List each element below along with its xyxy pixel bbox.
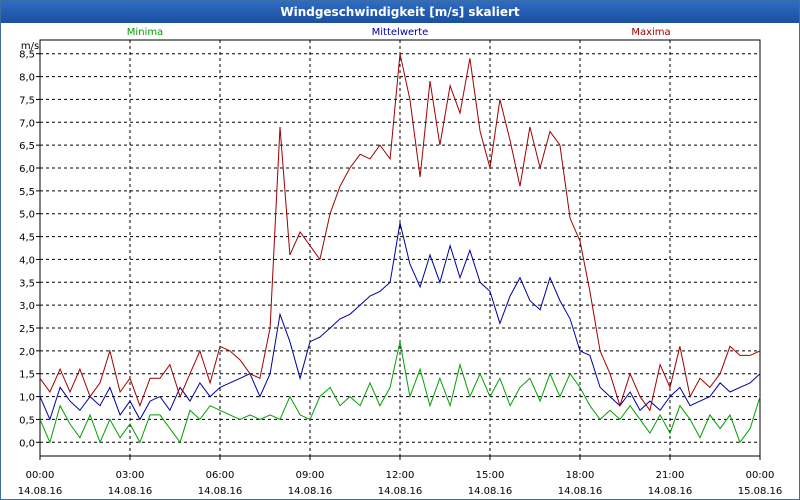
y-tick-label: 5,5 [19,187,35,198]
x-tick-date: 14.08.16 [648,486,693,497]
chart-grid [40,40,760,456]
x-tick-time: 06:00 [206,470,235,481]
x-tick-time: 15:00 [476,470,505,481]
x-tick-date: 14.08.16 [108,486,153,497]
x-tick-date: 14.08.16 [378,486,423,497]
x-tick-date: 14.08.16 [198,486,243,497]
y-tick-label: 3,0 [19,301,35,312]
legend-minima: Minima [127,27,163,38]
chart-series [39,53,761,444]
x-tick-time: 21:00 [656,470,685,481]
x-tick-date: 15.08.16 [738,486,783,497]
chart-legend: Minima Mittelwerte Maxima [127,27,671,38]
x-tick-date: 14.08.16 [288,486,333,497]
series-line-mittelwerte [39,222,761,421]
y-tick-label: 0,5 [19,415,35,426]
series-line-maxima [39,53,761,412]
legend-mittelwerte: Mittelwerte [372,27,429,38]
y-tick-label: 1,0 [19,393,35,404]
y-tick-label: 8,0 [19,73,35,84]
x-axis-ticks: 00:00 14.08.16 03:00 14.08.16 06:00 14.08.16 0… [18,456,783,497]
y-tick-label: 4,0 [19,255,35,266]
x-tick-time: 00:00 [26,470,55,481]
x-tick-time: 12:00 [386,470,415,481]
series-line-minima [39,341,761,444]
x-tick-time: 00:00 [746,470,775,481]
y-tick-label: 2,0 [19,347,35,358]
x-tick-time: 09:00 [296,470,325,481]
y-tick-label: 4,5 [19,233,35,244]
y-tick-label: 3,5 [19,278,35,289]
legend-maxima: Maxima [631,27,670,38]
x-tick-date: 14.08.16 [558,486,603,497]
y-tick-label: 1,5 [19,370,35,381]
y-tick-label: 6,5 [19,141,35,152]
y-tick-label: 2,5 [19,324,35,335]
y-tick-label: 0,0 [19,438,35,449]
x-tick-time: 18:00 [566,470,595,481]
y-axis-ticks: 0,0 0,5 1,0 1,5 2,0 2,5 3,0 3,5 4,0 4,5 5,0 5,5 6,0 6… [19,50,40,449]
x-tick-time: 03:00 [116,470,145,481]
y-tick-label: 8,5 [19,50,35,61]
y-tick-label: 6,0 [19,164,35,175]
y-tick-label: 7,5 [19,95,35,106]
y-tick-label: 5,0 [19,210,35,221]
x-tick-date: 14.08.16 [468,486,513,497]
window-title: Windgeschwindigkeit [m/s] skaliert [1,1,799,23]
x-tick-date: 14.08.16 [18,486,63,497]
y-tick-label: 7,0 [19,118,35,129]
y-axis-label: m/s [21,41,39,52]
